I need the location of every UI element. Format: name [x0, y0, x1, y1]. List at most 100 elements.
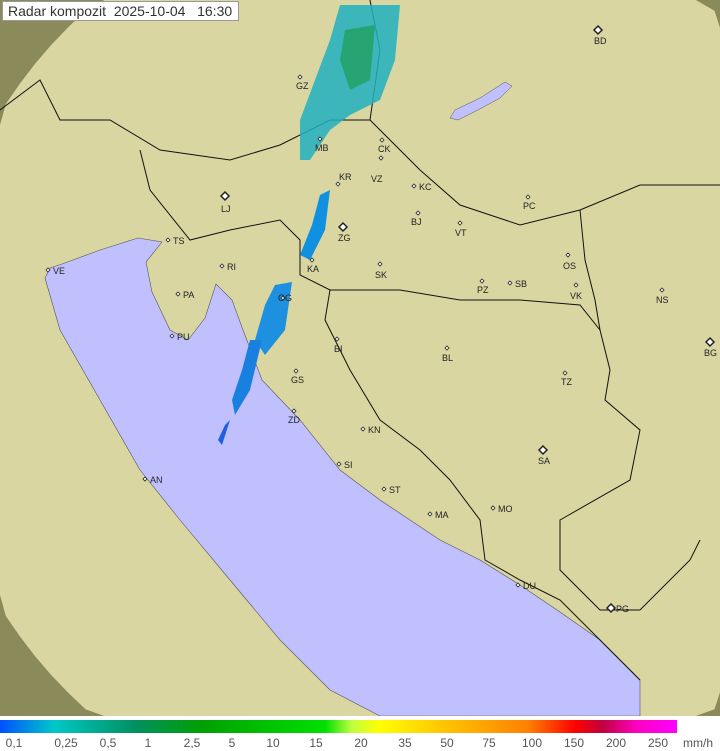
- legend-label: 35: [398, 736, 412, 750]
- city-gz[interactable]: GZ: [296, 74, 309, 91]
- city-marker-icon: [562, 370, 568, 376]
- city-label: BD: [594, 36, 607, 46]
- city-label: SK: [375, 270, 387, 280]
- city-marker-icon: [378, 155, 384, 161]
- city-os[interactable]: OS: [563, 252, 576, 271]
- city-marker-icon: [565, 252, 571, 258]
- city-pz[interactable]: PZ: [477, 278, 489, 295]
- city-label: DU: [523, 581, 536, 591]
- city-ts[interactable]: TS: [165, 236, 185, 246]
- legend-label: 0,5: [99, 736, 117, 750]
- city-label: CK: [378, 144, 391, 154]
- city-vz[interactable]: VZ: [371, 155, 384, 184]
- city-marker-icon: [479, 278, 485, 284]
- city-bg[interactable]: BG: [704, 336, 717, 358]
- city-bj[interactable]: BJ: [411, 210, 422, 227]
- city-ns[interactable]: NS: [656, 287, 669, 305]
- city-marker-icon: [317, 136, 323, 142]
- city-st[interactable]: ST: [381, 485, 401, 495]
- city-label: MO: [498, 504, 513, 514]
- city-sk[interactable]: SK: [375, 261, 387, 280]
- city-marker-icon: [381, 486, 387, 492]
- city-marker-icon: [427, 511, 433, 517]
- city-label: BI: [334, 344, 343, 354]
- city-label: OG: [278, 293, 292, 303]
- city-bd[interactable]: BD: [592, 24, 607, 46]
- legend-label: 0,1: [5, 736, 23, 750]
- city-bl[interactable]: BL: [442, 345, 453, 363]
- city-mo[interactable]: MO: [490, 504, 513, 514]
- city-marker-icon: [337, 221, 349, 233]
- city-ri[interactable]: RI: [219, 262, 236, 272]
- city-ka[interactable]: KA: [307, 257, 319, 274]
- city-vt[interactable]: VT: [455, 220, 467, 238]
- city-kr[interactable]: KR: [335, 172, 352, 187]
- city-marker-icon: [336, 461, 342, 467]
- city-label: LJ: [221, 204, 231, 214]
- legend-unit: mm/h: [683, 736, 713, 750]
- city-label: RI: [227, 262, 236, 272]
- city-label: NS: [656, 295, 669, 305]
- city-zd[interactable]: ZD: [288, 408, 300, 425]
- city-zg[interactable]: ZG: [337, 221, 351, 243]
- city-sa[interactable]: SA: [537, 444, 550, 466]
- city-sb[interactable]: SB: [507, 279, 527, 289]
- city-pg[interactable]: PG: [605, 602, 629, 614]
- city-label: ZG: [338, 233, 351, 243]
- city-ve[interactable]: VE: [45, 266, 65, 276]
- city-marker-icon: [573, 282, 579, 288]
- map-title: Radar kompozit 2025-10-04 16:30: [2, 1, 240, 21]
- city-marker-icon: [175, 291, 181, 297]
- city-label: AN: [150, 475, 163, 485]
- city-label: SB: [515, 279, 527, 289]
- city-label: SI: [344, 460, 353, 470]
- city-vk[interactable]: VK: [570, 282, 582, 301]
- city-du[interactable]: DU: [515, 581, 536, 591]
- city-label: OS: [563, 261, 576, 271]
- city-gs[interactable]: GS: [291, 368, 304, 385]
- city-marker-icon: [309, 257, 315, 263]
- city-label: SA: [538, 456, 550, 466]
- city-marker-icon: [605, 602, 617, 614]
- city-marker-icon: [507, 280, 513, 286]
- city-marker-icon: [169, 333, 175, 339]
- city-marker-icon: [297, 74, 303, 80]
- city-marker-icon: [142, 476, 148, 482]
- radar-map[interactable]: GZ MB CK VZ KR KC BJ VT PC BD LJ TS VE RI PA PU KA ZG SK PZ…: [0, 0, 720, 716]
- legend-label: 1: [144, 736, 152, 750]
- city-marker-icon: [280, 295, 286, 301]
- city-pc[interactable]: PC: [523, 194, 536, 211]
- city-label: GS: [291, 375, 304, 385]
- city-marker-icon: [45, 267, 51, 273]
- city-label: TS: [173, 236, 185, 246]
- city-kc[interactable]: KC: [411, 182, 432, 192]
- lake-balaton: [449, 81, 513, 121]
- city-lj[interactable]: LJ: [219, 190, 231, 214]
- legend-label: 10: [266, 736, 280, 750]
- city-ck[interactable]: CK: [378, 137, 391, 154]
- city-label: TZ: [561, 377, 572, 387]
- city-label: PU: [177, 332, 190, 342]
- legend-label: 20: [354, 736, 368, 750]
- city-label: KN: [368, 425, 381, 435]
- city-pa[interactable]: PA: [175, 290, 194, 300]
- city-kn[interactable]: KN: [360, 425, 381, 435]
- city-marker-icon: [293, 368, 299, 374]
- city-label: BL: [442, 353, 453, 363]
- city-mb[interactable]: MB: [315, 136, 329, 153]
- city-og[interactable]: OG: [278, 293, 292, 303]
- city-ma[interactable]: MA: [427, 510, 449, 520]
- city-an[interactable]: AN: [142, 475, 163, 485]
- legend-label: 2,5: [183, 736, 201, 750]
- city-marker-icon: [411, 183, 417, 189]
- city-marker-icon: [537, 444, 549, 456]
- city-label: KA: [307, 264, 319, 274]
- legend-label: 250: [647, 736, 669, 750]
- city-label: ZD: [288, 415, 300, 425]
- city-tz[interactable]: TZ: [561, 370, 572, 387]
- city-bi[interactable]: BI: [334, 336, 343, 354]
- city-marker-icon: [219, 263, 225, 269]
- city-marker-icon: [377, 261, 383, 267]
- city-pu[interactable]: PU: [169, 332, 190, 342]
- city-si[interactable]: SI: [336, 460, 353, 470]
